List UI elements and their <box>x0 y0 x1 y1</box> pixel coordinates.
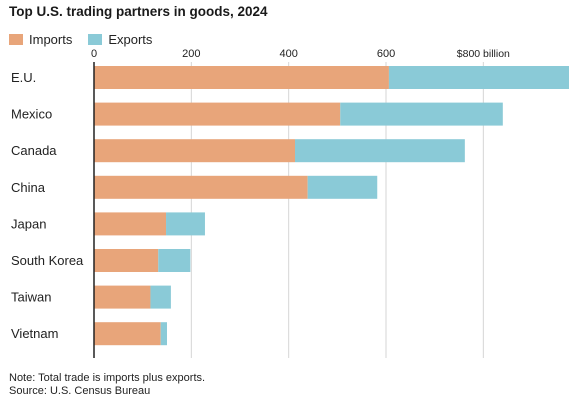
category-label: Mexico <box>11 107 52 122</box>
x-tick-label: 0 <box>91 48 97 60</box>
bar-imports <box>94 322 161 346</box>
category-label: China <box>11 180 46 195</box>
bar-imports <box>94 285 151 309</box>
imports-swatch <box>9 34 23 45</box>
legend-item-imports: Imports <box>9 32 72 47</box>
trade-bar-chart: 0 200 400 600 $800 billion E.U. Mexico Canada Ch… <box>11 48 569 358</box>
x-tick-label: $800 billion <box>457 48 510 60</box>
bar-exports <box>166 212 205 236</box>
category-label: Vietnam <box>11 326 58 341</box>
category-label: Taiwan <box>11 290 51 305</box>
bar-imports <box>94 175 308 199</box>
bar-imports <box>94 212 167 236</box>
x-tick-label: 200 <box>182 48 200 60</box>
chart-title: Top U.S. trading partners in goods, 2024 <box>9 4 268 19</box>
x-tick-label: 600 <box>377 48 395 60</box>
bar-imports <box>94 139 295 163</box>
exports-legend-label: Exports <box>108 32 153 47</box>
category-label: South Korea <box>11 253 84 268</box>
bar-imports <box>94 66 389 89</box>
bar-exports <box>388 66 569 89</box>
category-label: Canada <box>11 143 57 158</box>
category-label: E.U. <box>11 70 36 85</box>
exports-swatch <box>88 34 103 45</box>
bar-exports <box>160 322 168 346</box>
imports-legend-label: Imports <box>29 32 73 47</box>
x-tick-label: 400 <box>279 48 297 60</box>
bar-exports <box>158 249 191 272</box>
bar-exports <box>340 102 503 126</box>
legend: Imports Exports <box>9 32 168 47</box>
bar-exports <box>294 139 465 163</box>
bar-exports <box>307 175 378 199</box>
chart-source: Source: U.S. Census Bureau <box>9 385 151 397</box>
bar-exports <box>150 285 171 309</box>
bar-imports <box>94 102 341 126</box>
chart-footer: Note: Total trade is imports plus export… <box>9 372 205 398</box>
category-label: Japan <box>11 216 46 231</box>
bar-imports <box>94 249 159 272</box>
chart-note: Note: Total trade is imports plus export… <box>9 372 206 384</box>
legend-item-exports: Exports <box>88 32 152 47</box>
